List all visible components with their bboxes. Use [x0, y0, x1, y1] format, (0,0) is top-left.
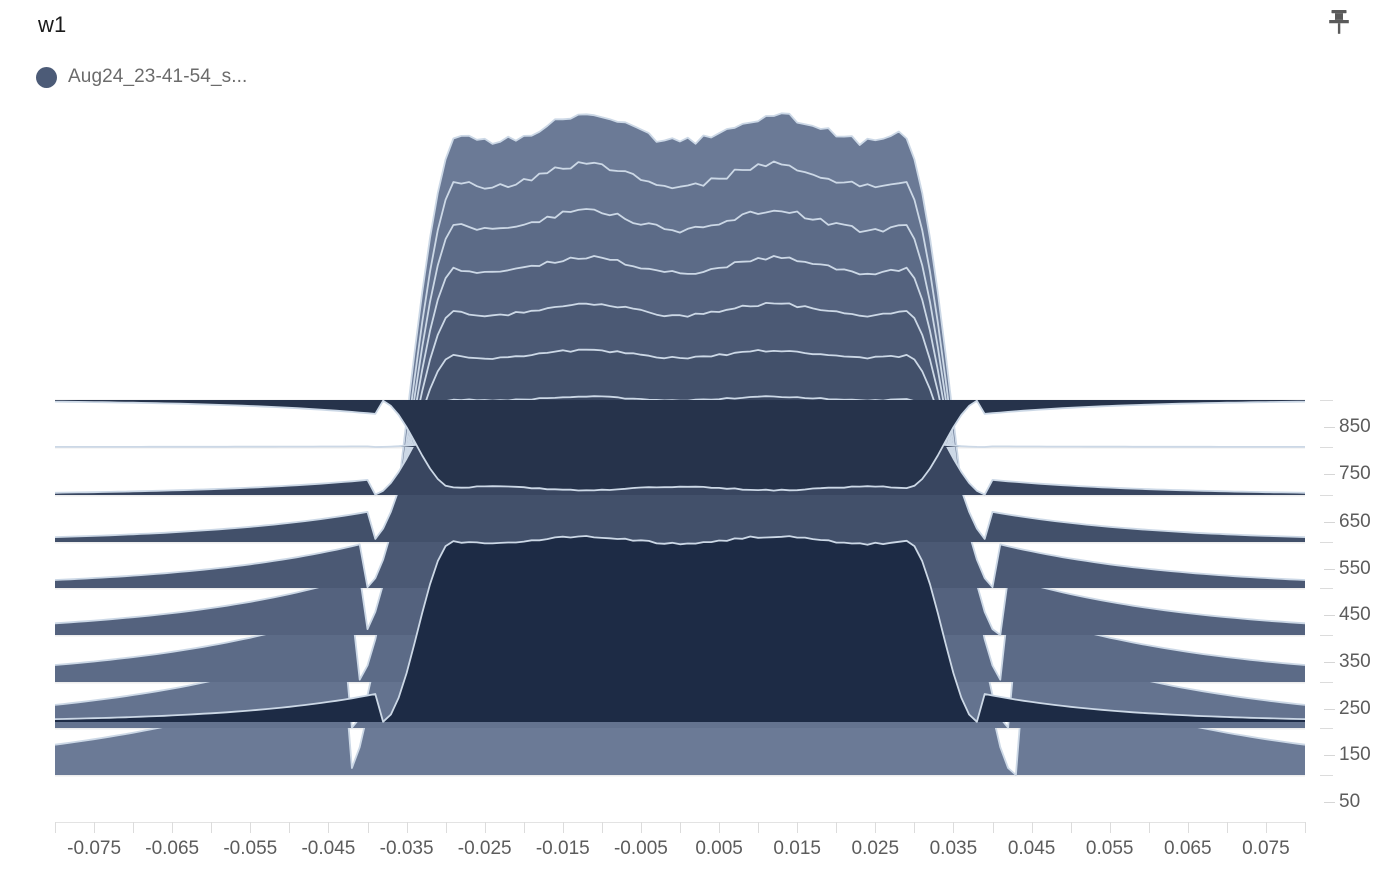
x-axis-tick-label: 0.065 — [1164, 838, 1212, 859]
x-axis-tick-label: 0.075 — [1242, 838, 1290, 859]
x-axis-tick — [484, 822, 486, 833]
y-axis-gridline-tick — [1320, 775, 1333, 776]
y-axis-tick-label: 550 — [1339, 558, 1371, 579]
x-axis-tick — [914, 822, 916, 833]
x-axis-tick — [289, 822, 291, 833]
pushpin-icon[interactable] — [1322, 5, 1356, 39]
legend-item-label: Aug24_23-41-54_s... — [68, 66, 248, 87]
y-axis-gridline-tick — [1320, 682, 1333, 683]
y-axis-tick-label: 650 — [1339, 511, 1371, 532]
x-axis-tick — [680, 822, 681, 833]
ridge-outline — [54, 399, 1306, 492]
x-axis-tick-label: 0.035 — [929, 838, 978, 859]
x-axis-tick — [94, 822, 96, 833]
x-axis-tick — [172, 822, 174, 833]
ridge-series — [54, 112, 1306, 776]
x-axis-tick — [953, 822, 955, 833]
x-axis-tick — [719, 822, 721, 833]
ridge-outline — [54, 348, 1306, 540]
x-axis-tick-label: -0.075 — [67, 838, 122, 859]
x-axis-tick — [367, 822, 369, 833]
x-axis-tick — [445, 822, 447, 833]
x-axis: -0.075 -0.065 -0.055 -0.045 -0.035 -0.025 -0.0… — [0, 822, 1398, 892]
x-axis-tick-label: 0.015 — [773, 838, 821, 859]
x-axis-tick — [758, 822, 760, 833]
x-axis-tick — [1226, 822, 1228, 833]
y-axis-gridline-tick — [1320, 728, 1333, 729]
x-axis-tick — [1305, 822, 1306, 833]
x-axis-tick — [1109, 822, 1111, 833]
y-axis-tick-label: 150 — [1339, 744, 1371, 765]
x-axis-tick — [562, 822, 564, 833]
y-axis-tick — [1324, 569, 1335, 570]
x-axis-tick-label: -0.015 — [535, 838, 590, 859]
x-axis-tick — [55, 822, 56, 833]
x-axis-tick-label: 0.045 — [1007, 838, 1056, 859]
page-title: w1 — [38, 12, 67, 37]
x-axis-tick — [875, 822, 877, 833]
x-axis-tick — [211, 822, 213, 833]
ridge-outline — [54, 302, 1306, 589]
y-axis-gridline-tick — [1320, 495, 1333, 496]
y-axis-tick-label: 250 — [1339, 698, 1371, 719]
x-axis-tick-label: -0.035 — [379, 838, 434, 859]
y-axis-gridline-tick — [1320, 588, 1333, 589]
x-axis-tick-label: -0.055 — [223, 838, 278, 859]
x-axis-tick — [1031, 822, 1033, 833]
y-axis-tick — [1324, 662, 1335, 663]
chart-legend[interactable]: Aug24_23-41-54_s... — [36, 66, 247, 88]
y-axis-tick — [1324, 709, 1335, 710]
x-axis-tick — [250, 822, 252, 833]
y-axis-tick-label: 750 — [1339, 463, 1371, 484]
y-axis-right: 50 150 250 350 450 550 650 750 850 — [1306, 104, 1398, 826]
x-axis-tick-label: -0.065 — [145, 838, 200, 859]
y-axis-tick — [1324, 802, 1335, 803]
x-axis-tick-label: -0.045 — [301, 838, 356, 859]
legend-color-swatch — [36, 66, 57, 88]
ridge-outline — [54, 535, 1306, 723]
x-axis-tick — [1187, 822, 1189, 833]
x-axis-tick-label: 0.055 — [1085, 838, 1134, 859]
x-axis-tick — [601, 822, 603, 833]
y-axis-gridline-tick — [1320, 447, 1333, 448]
y-axis-gridline-tick — [1320, 542, 1333, 543]
x-axis-tick — [1148, 822, 1150, 833]
x-axis-tick — [992, 822, 994, 833]
y-axis-tick-label: 850 — [1339, 416, 1371, 437]
y-axis-gridline-tick — [1320, 400, 1333, 401]
ridge-outline — [54, 255, 1306, 636]
y-axis-tick — [1324, 474, 1335, 475]
ridgeline-plot-svg — [54, 112, 1306, 777]
y-axis-tick — [1324, 615, 1335, 616]
x-axis-tick — [836, 822, 838, 833]
x-axis-tick — [406, 822, 408, 833]
y-axis-tick-label: 450 — [1339, 604, 1371, 625]
x-axis-tick — [328, 822, 330, 833]
x-axis-tick — [133, 822, 135, 833]
x-axis-tick — [1265, 822, 1267, 833]
ridge-area — [55, 536, 1305, 722]
x-axis-tick — [797, 822, 799, 833]
x-axis-tick-label: 0.025 — [851, 838, 900, 859]
y-axis-tick — [1324, 427, 1335, 428]
x-axis-tick — [640, 822, 642, 833]
y-axis-tick-label: 50 — [1339, 791, 1361, 812]
x-axis-tick — [1070, 822, 1072, 833]
x-axis-tick-label: -0.025 — [457, 838, 512, 859]
x-axis-tick-label: 0.005 — [695, 838, 743, 859]
x-axis-tick — [523, 822, 525, 833]
y-axis-tick-label: 350 — [1339, 651, 1371, 672]
x-axis-tick-label: -0.005 — [613, 838, 668, 859]
y-axis-gridline-tick — [1320, 635, 1333, 636]
y-axis-tick — [1324, 755, 1335, 756]
ridge-area — [55, 400, 1305, 491]
y-axis-tick — [1324, 522, 1335, 523]
ridgeline-plot[interactable] — [0, 104, 1398, 826]
